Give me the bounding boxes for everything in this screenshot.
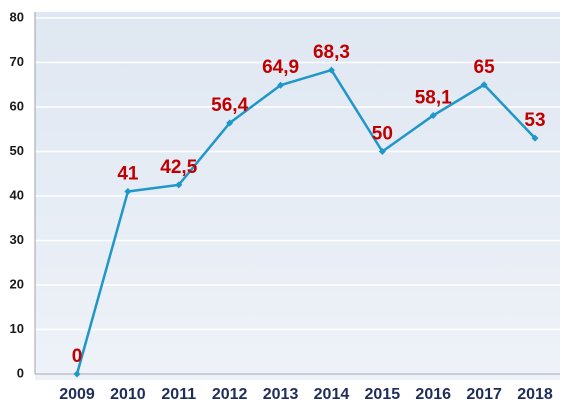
x-tick-label: 2009 [59, 386, 95, 403]
point-marker [531, 134, 539, 142]
data-label: 64,9 [262, 57, 299, 78]
y-tick-label: 20 [10, 276, 24, 291]
point-marker [124, 188, 132, 196]
point-marker [378, 148, 386, 155]
x-tick-label: 2013 [263, 386, 299, 403]
data-label: 56,4 [211, 95, 248, 116]
x-tick-label: 2014 [314, 386, 350, 403]
y-tick-label: 70 [10, 54, 24, 69]
data-label: 0 [72, 346, 83, 367]
x-tick-label: 2011 [161, 386, 196, 403]
x-tick-label: 2017 [466, 386, 502, 403]
y-tick-label: 10 [10, 321, 24, 336]
x-tick-label: 2018 [517, 386, 553, 403]
data-label: 65 [474, 57, 496, 78]
point-marker [226, 119, 234, 127]
data-label: 41 [117, 164, 139, 185]
x-tick-label: 2010 [110, 386, 146, 403]
series-line [75, 68, 536, 375]
point-marker [277, 81, 285, 89]
point-marker [175, 181, 183, 189]
x-tick-label: 2012 [212, 386, 248, 403]
y-tick-label: 80 [10, 9, 24, 24]
y-tick-label: 30 [10, 232, 24, 247]
data-label: 50 [372, 124, 393, 145]
y-tick-label: 60 [10, 98, 24, 113]
data-label: 53 [524, 110, 545, 131]
data-label: 42,5 [160, 157, 197, 178]
y-tick-label: 40 [10, 187, 24, 202]
y-tick-label: 0 [17, 365, 24, 380]
point-marker [480, 81, 488, 89]
point-marker [429, 111, 437, 119]
point-marker [327, 66, 335, 74]
data-label: 58,1 [415, 87, 452, 108]
x-tick-label: 2015 [365, 386, 401, 403]
y-tick-label: 50 [10, 143, 24, 158]
x-tick-label: 2016 [415, 386, 451, 403]
data-label: 68,3 [313, 42, 350, 63]
point-marker [73, 370, 81, 378]
